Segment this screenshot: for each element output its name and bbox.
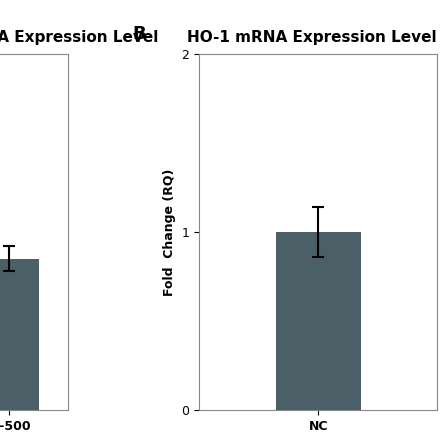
Y-axis label: Fold  Change (RQ): Fold Change (RQ) <box>163 168 176 296</box>
Bar <box>276 232 361 410</box>
Bar <box>0 259 39 410</box>
Text: HO-1 mRNA Expression Level: HO-1 mRNA Expression Level <box>187 30 437 45</box>
Text: Nrf2 mRNA Expression Level: Nrf2 mRNA Expression Level <box>0 30 158 45</box>
Text: B: B <box>132 25 146 43</box>
